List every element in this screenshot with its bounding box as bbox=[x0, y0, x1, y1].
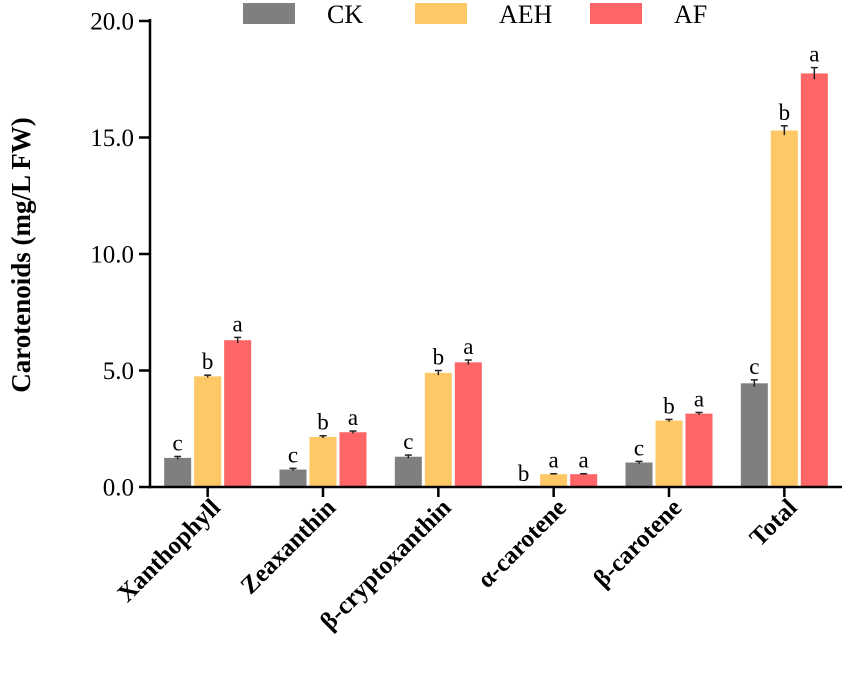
sig-label-zeaxanthin-aeh: b bbox=[317, 410, 329, 435]
sig-label-beta-carotene-af: a bbox=[694, 386, 704, 411]
bar-zeaxanthin-aeh bbox=[309, 436, 337, 487]
y-tick-label-0: 0.0 bbox=[103, 475, 134, 502]
bar-zeaxanthin-ck bbox=[279, 469, 307, 487]
category-label-alpha-carotene: α-carotene bbox=[473, 494, 572, 593]
legend-label-aeh: AEH bbox=[499, 0, 553, 29]
bars bbox=[164, 73, 828, 488]
bar-beta-cryptoxanthin-ck bbox=[394, 456, 422, 487]
bar-beta-carotene-af bbox=[685, 413, 713, 487]
y-axis: 0.0 5.0 10.0 15.0 20.0 bbox=[90, 9, 152, 502]
sig-label-beta-cryptoxanthin-ck: c bbox=[403, 429, 413, 454]
sig-label-zeaxanthin-ck: c bbox=[288, 442, 298, 467]
bar-total-aeh bbox=[770, 130, 798, 487]
bar-xanthophyll-ck bbox=[164, 457, 192, 487]
legend-swatch-aeh bbox=[415, 3, 467, 24]
bar-xanthophyll-af bbox=[224, 340, 252, 487]
y-axis-title: Carotenoids (mg/L FW) bbox=[6, 117, 36, 393]
sig-label-xanthophyll-af: a bbox=[233, 311, 243, 336]
legend-swatch-ck bbox=[243, 3, 295, 24]
category-label-total: Total bbox=[745, 494, 803, 552]
sig-label-alpha-carotene-af: a bbox=[579, 448, 589, 473]
category-label-zeaxanthin: Zeaxanthin bbox=[236, 494, 342, 600]
bar-beta-carotene-ck bbox=[625, 462, 653, 487]
bar-alpha-carotene-aeh bbox=[540, 474, 568, 487]
category-label-beta-carotene: β-carotene bbox=[588, 494, 687, 593]
sig-label-beta-carotene-ck: c bbox=[634, 435, 644, 460]
sig-label-total-aeh: b bbox=[779, 100, 791, 125]
bar-alpha-carotene-af bbox=[570, 474, 598, 487]
sig-label-xanthophyll-ck: c bbox=[173, 430, 183, 455]
bar-beta-carotene-aeh bbox=[655, 420, 683, 487]
y-tick-label-4: 20.0 bbox=[90, 9, 134, 36]
bar-xanthophyll-aeh bbox=[194, 376, 222, 487]
y-tick-label-2: 10.0 bbox=[90, 242, 134, 269]
category-label-xanthophyll: Xanthophyll bbox=[112, 494, 225, 607]
bar-total-af bbox=[800, 73, 828, 488]
legend-label-ck: CK bbox=[327, 0, 363, 29]
bar-total-ck bbox=[740, 383, 768, 487]
error-bars bbox=[174, 66, 818, 475]
legend: CK AEH AF bbox=[243, 0, 707, 29]
y-tick-label-3: 15.0 bbox=[90, 125, 134, 152]
sig-label-alpha-carotene-aeh: a bbox=[549, 448, 559, 473]
sig-label-beta-cryptoxanthin-aeh: b bbox=[433, 345, 445, 370]
sig-label-beta-carotene-aeh: b bbox=[663, 393, 675, 418]
y-tick-label-1: 5.0 bbox=[103, 358, 134, 385]
bar-zeaxanthin-af bbox=[339, 432, 367, 487]
sig-label-xanthophyll-aeh: b bbox=[202, 349, 214, 374]
bar-beta-cryptoxanthin-aeh bbox=[424, 372, 452, 487]
sig-label-total-af: a bbox=[809, 42, 819, 67]
sig-label-zeaxanthin-af: a bbox=[348, 405, 358, 430]
sig-label-alpha-carotene-ck: b bbox=[518, 461, 530, 486]
sig-label-total-ck: c bbox=[749, 354, 759, 379]
legend-swatch-af bbox=[590, 3, 642, 24]
sig-label-beta-cryptoxanthin-af: a bbox=[463, 334, 473, 359]
bar-beta-cryptoxanthin-af bbox=[454, 362, 482, 487]
legend-label-af: AF bbox=[674, 0, 707, 29]
